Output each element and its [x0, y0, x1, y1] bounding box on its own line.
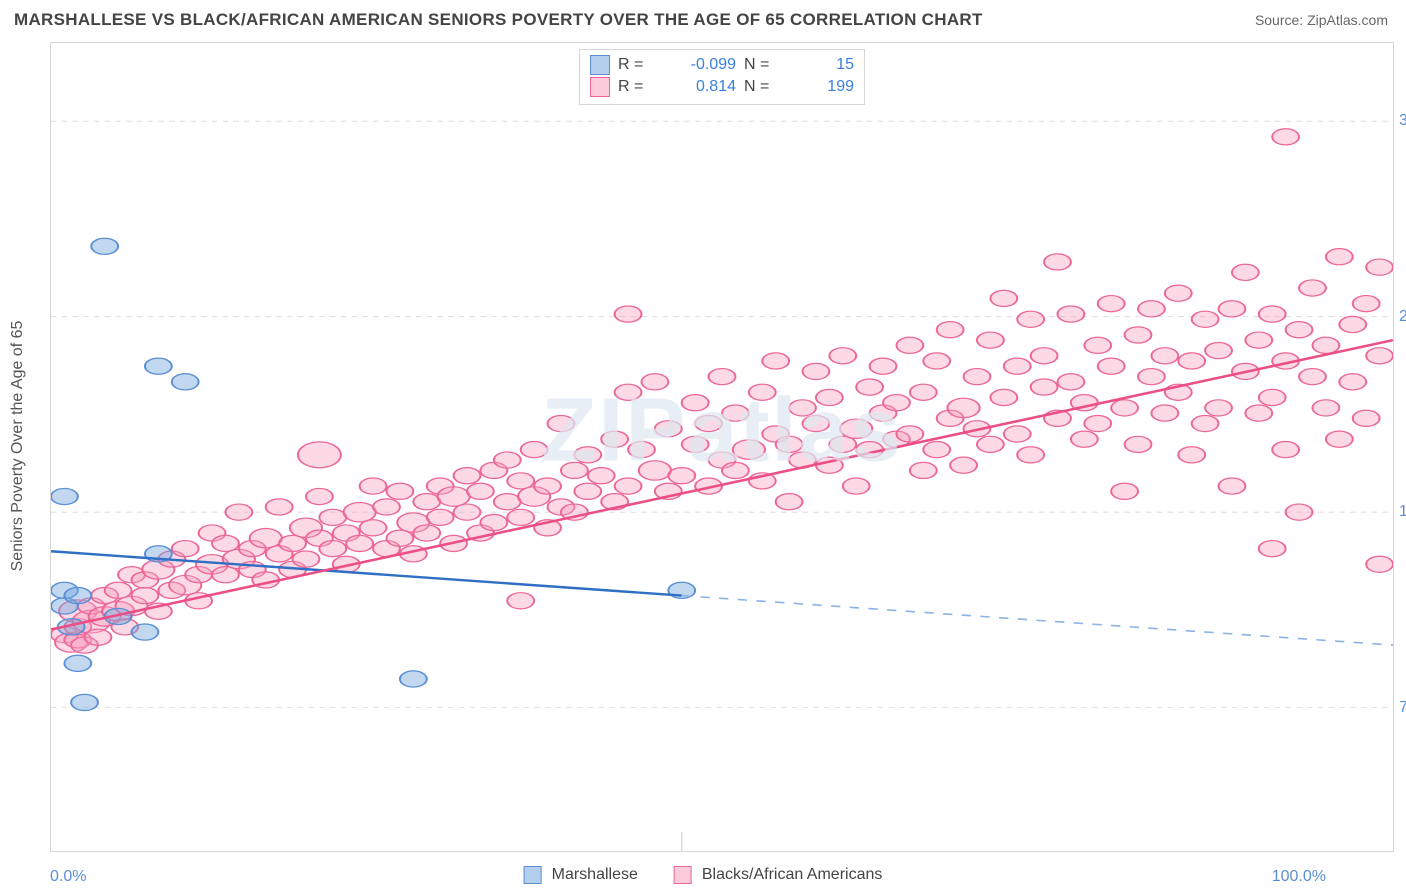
- legend-swatch-pink-icon: [674, 866, 692, 884]
- y-tick-label: 7.5%: [1399, 699, 1406, 717]
- scatter-svg: [51, 43, 1393, 851]
- y-tick-label: 22.5%: [1399, 308, 1406, 326]
- source-link[interactable]: ZipAtlas.com: [1307, 12, 1388, 28]
- chart-frame: ZIPatlas R = -0.099 N = 15 R = 0.814 N =…: [50, 42, 1394, 852]
- x-tick-100: 100.0%: [1272, 868, 1326, 886]
- legend-swatch-pink: [590, 77, 610, 97]
- correlation-legend: R = -0.099 N = 15 R = 0.814 N = 199: [579, 49, 865, 105]
- legend-row-blue: R = -0.099 N = 15: [590, 54, 854, 76]
- plot-area: ZIPatlas R = -0.099 N = 15 R = 0.814 N =…: [51, 43, 1393, 851]
- chart-title: MARSHALLESE VS BLACK/AFRICAN AMERICAN SE…: [14, 10, 983, 30]
- legend-item-marshallese: Marshallese: [524, 866, 638, 884]
- legend-row-pink: R = 0.814 N = 199: [590, 76, 854, 98]
- chart-header: MARSHALLESE VS BLACK/AFRICAN AMERICAN SE…: [0, 0, 1406, 36]
- legend-swatch-blue-icon: [524, 866, 542, 884]
- y-tick-label: 30.0%: [1399, 112, 1406, 130]
- series-legend: Marshallese Blacks/African Americans: [524, 866, 883, 884]
- y-tick-label: 15.0%: [1399, 503, 1406, 521]
- x-tick-0: 0.0%: [50, 868, 86, 886]
- chart-source: Source: ZipAtlas.com: [1255, 12, 1388, 28]
- y-axis-label: Seniors Poverty Over the Age of 65: [9, 321, 27, 572]
- legend-item-black: Blacks/African Americans: [674, 866, 883, 884]
- legend-swatch-blue: [590, 55, 610, 75]
